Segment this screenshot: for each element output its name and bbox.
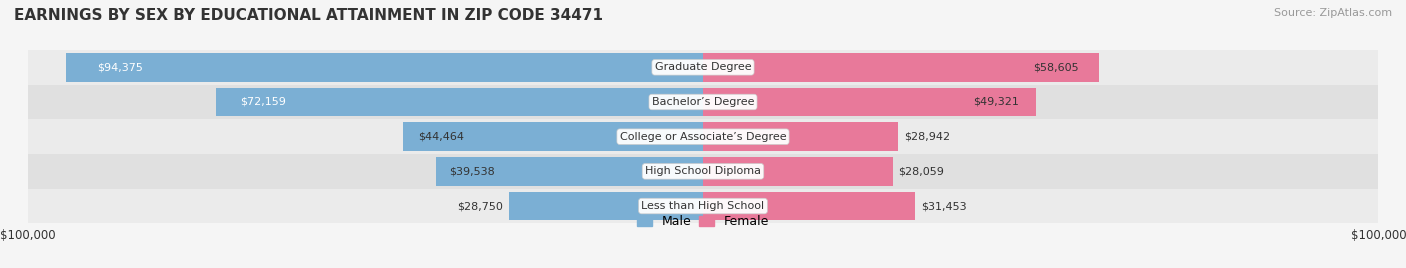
Bar (402, 122, 703, 151)
Bar (66, 53, 703, 81)
Bar (215, 88, 703, 116)
Text: $94,375: $94,375 (97, 62, 143, 72)
Bar (703, 88, 1036, 116)
Bar (703, 157, 893, 185)
Text: Graduate Degree: Graduate Degree (655, 62, 751, 72)
Text: $72,159: $72,159 (240, 97, 285, 107)
Legend: Male, Female: Male, Female (631, 210, 775, 233)
Text: College or Associate’s Degree: College or Associate’s Degree (620, 132, 786, 142)
Bar (28, 85, 1378, 119)
Text: $58,605: $58,605 (1033, 62, 1078, 72)
Bar (436, 157, 703, 185)
Text: $28,059: $28,059 (898, 166, 943, 176)
Text: Less than High School: Less than High School (641, 201, 765, 211)
Text: $28,750: $28,750 (457, 201, 503, 211)
Text: $28,942: $28,942 (904, 132, 950, 142)
Bar (28, 154, 1378, 189)
Text: EARNINGS BY SEX BY EDUCATIONAL ATTAINMENT IN ZIP CODE 34471: EARNINGS BY SEX BY EDUCATIONAL ATTAINMEN… (14, 8, 603, 23)
Text: $39,538: $39,538 (450, 166, 495, 176)
Bar (703, 53, 1099, 81)
Bar (509, 192, 703, 220)
Bar (703, 192, 915, 220)
Bar (703, 122, 898, 151)
Text: High School Diploma: High School Diploma (645, 166, 761, 176)
Text: $31,453: $31,453 (921, 201, 966, 211)
Bar (28, 189, 1378, 224)
Bar (28, 50, 1378, 85)
Text: Bachelor’s Degree: Bachelor’s Degree (652, 97, 754, 107)
Text: Source: ZipAtlas.com: Source: ZipAtlas.com (1274, 8, 1392, 18)
Text: $44,464: $44,464 (418, 132, 464, 142)
Bar (28, 119, 1378, 154)
Text: $49,321: $49,321 (973, 97, 1019, 107)
